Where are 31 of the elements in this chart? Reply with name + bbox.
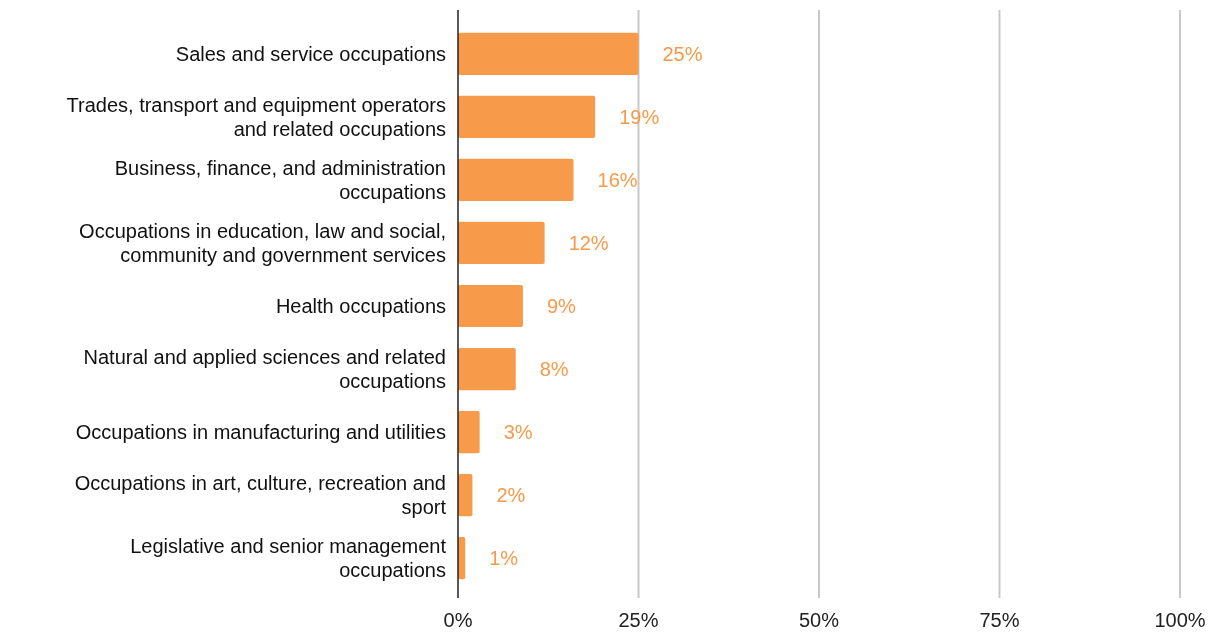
x-tick-label: 75% bbox=[979, 609, 1020, 631]
bar bbox=[458, 410, 480, 454]
data-label: 8% bbox=[539, 358, 569, 381]
x-tick-label: 100% bbox=[1154, 609, 1206, 631]
data-label: 3% bbox=[503, 421, 533, 444]
y-tick-label: Natural and applied sciences and related occupations bbox=[83, 346, 446, 393]
y-tick-label: Occupations in education, law and social, community and government services bbox=[79, 219, 446, 266]
y-tick-label: Legislative and senior management occupations bbox=[130, 535, 447, 582]
y-tick-label: Occupations in art, culture, recreation and sport bbox=[74, 472, 447, 519]
y-tick-label: Health occupations bbox=[275, 295, 446, 317]
bar bbox=[458, 284, 523, 328]
bar bbox=[458, 474, 473, 517]
data-label: 12% bbox=[568, 231, 609, 254]
x-tick-label: 25% bbox=[618, 609, 659, 631]
bar bbox=[458, 158, 574, 202]
data-label: 19% bbox=[619, 105, 660, 128]
y-tick-label: Sales and service occupations bbox=[175, 42, 446, 65]
x-tick-label: 50% bbox=[798, 609, 840, 631]
bar bbox=[458, 32, 639, 75]
x-tick-label: 0% bbox=[443, 609, 473, 631]
data-label: 9% bbox=[546, 295, 577, 317]
bar bbox=[458, 221, 545, 265]
bar bbox=[458, 347, 516, 391]
y-tick-label: Business, finance, and administration occupations bbox=[114, 156, 446, 203]
y-tick-label: Occupations in manufacturing and utilities bbox=[75, 421, 446, 444]
data-label: 25% bbox=[662, 42, 703, 65]
y-tick-label: Trades, transport and equipment operators and related occupations bbox=[66, 93, 446, 140]
data-label: 1% bbox=[489, 547, 519, 570]
data-label: 2% bbox=[496, 484, 526, 507]
bar bbox=[458, 95, 596, 138]
data-label: 16% bbox=[597, 168, 638, 191]
